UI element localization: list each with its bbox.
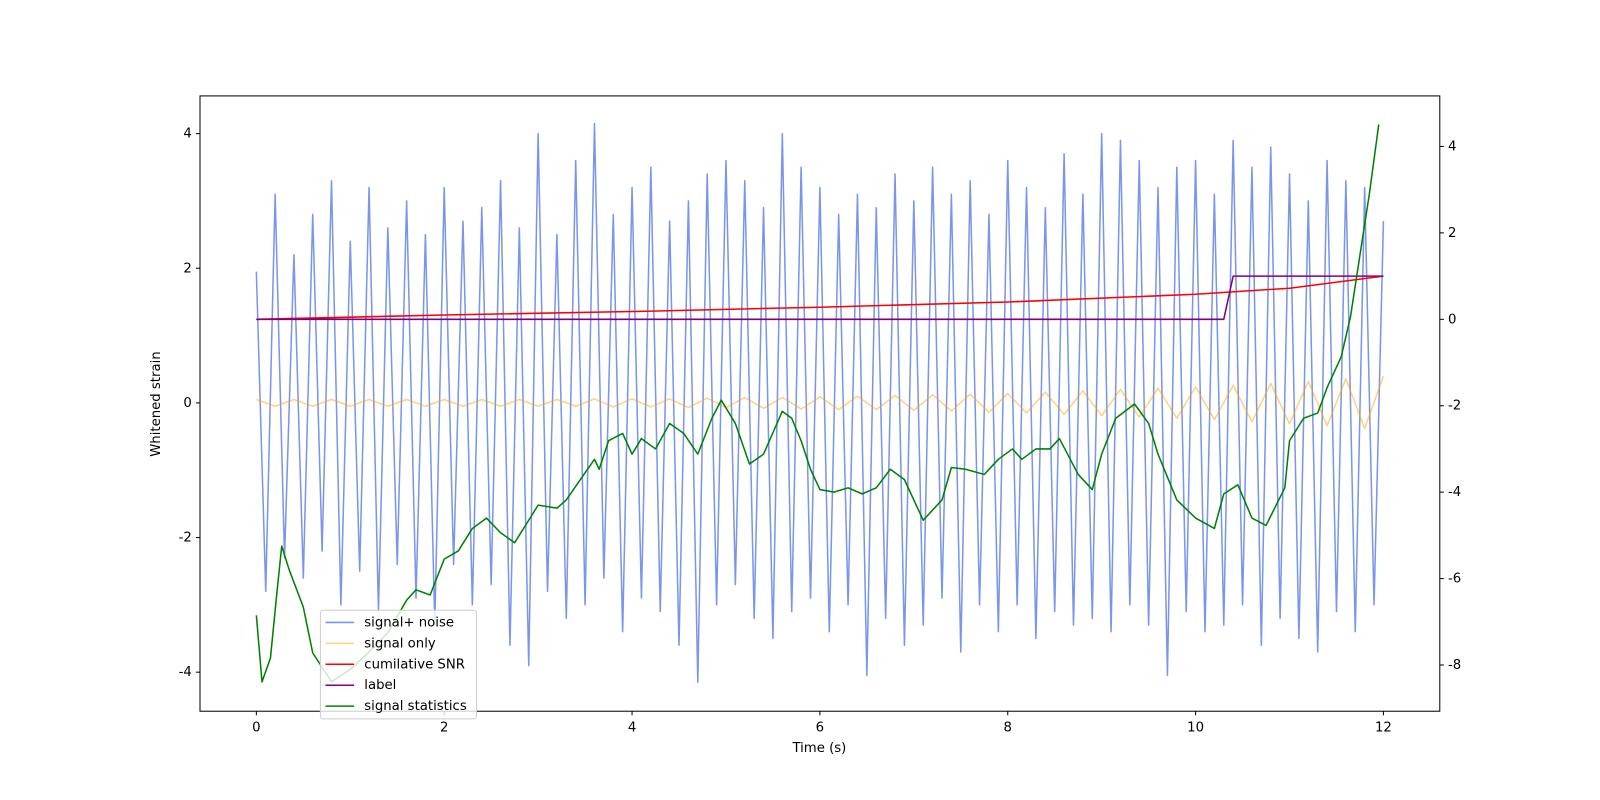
y2-tick-label: -2	[1448, 399, 1461, 414]
y-tick-label: 2	[183, 261, 191, 276]
legend-label: label	[364, 678, 396, 693]
x-tick-label: 8	[1004, 721, 1012, 736]
y2-tick-label: -6	[1448, 572, 1461, 587]
y2-tick-label: 4	[1448, 139, 1456, 154]
x-tick-label: 2	[440, 721, 448, 736]
y-axis-label: Whitened strain	[149, 351, 164, 456]
legend-label: signal+ noise	[364, 615, 454, 630]
legend-label: signal only	[364, 636, 436, 651]
x-tick-label: 4	[628, 721, 636, 736]
series-line	[255, 124, 1380, 683]
series-line	[255, 122, 1385, 684]
legend-label: cumilative SNR	[364, 657, 465, 672]
y-tick-label: 4	[183, 127, 191, 142]
series-line	[256, 275, 1384, 321]
legend: signal+ noise signal only cumilative SNR la…	[319, 609, 478, 720]
x-tick-label: 0	[252, 721, 260, 736]
y2-tick-label: 0	[1448, 312, 1456, 327]
legend-box	[319, 609, 478, 720]
plot-area	[255, 122, 1385, 684]
x-tick-label: 12	[1375, 721, 1392, 736]
y2-tick-label: -8	[1448, 658, 1461, 673]
x-tick-label: 6	[816, 721, 824, 736]
x-tick-label: 10	[1187, 721, 1204, 736]
x-axis-label: Time (s)	[791, 741, 846, 756]
series-line	[256, 375, 1385, 430]
y2-tick-label: -4	[1448, 485, 1461, 500]
legend-label: signal statistics	[364, 699, 467, 714]
series-line	[256, 275, 1384, 321]
y-tick-label: -2	[179, 531, 192, 546]
y-tick-label: -4	[179, 665, 192, 680]
y-tick-label: 0	[183, 396, 191, 411]
y2-tick-label: 2	[1448, 226, 1456, 241]
